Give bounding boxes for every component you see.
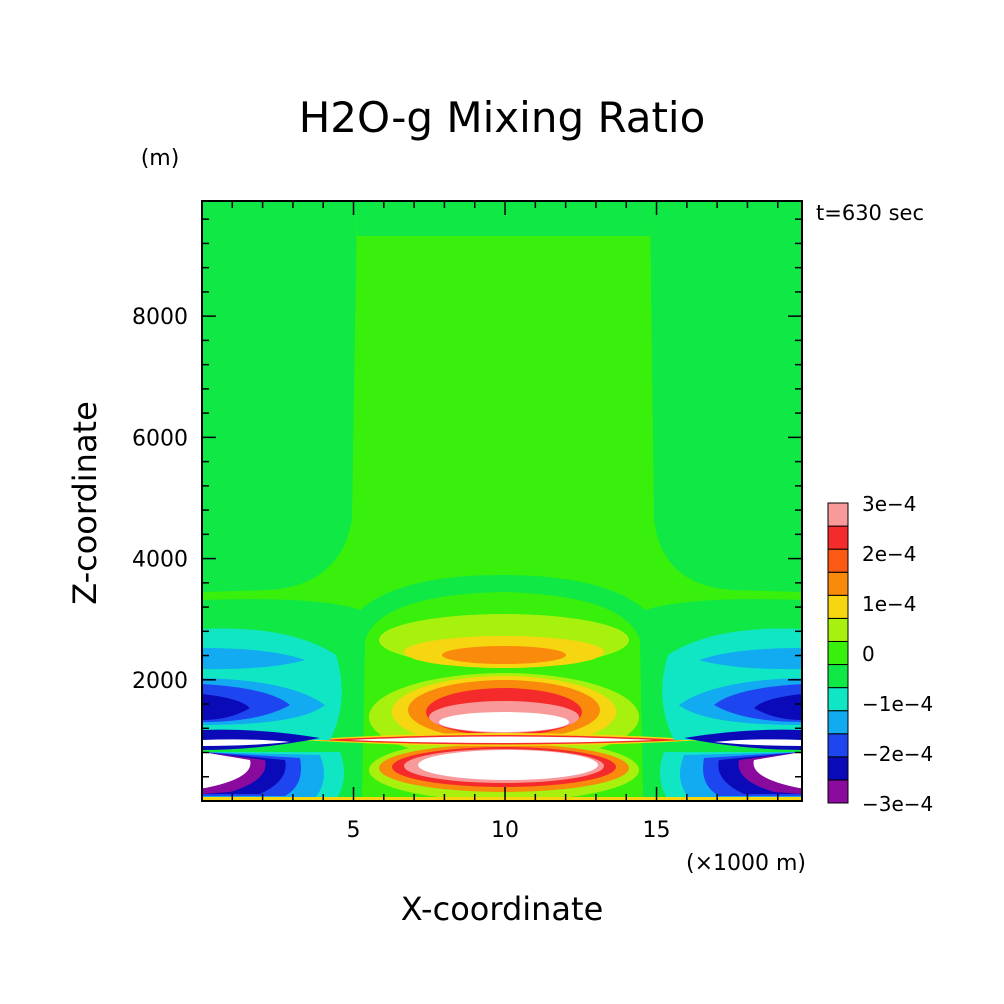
colorbar-swatch [827,502,849,527]
colorbar-swatch [827,594,849,619]
x-tick-label: 10 [491,818,519,843]
colorbar-swatch [827,640,849,666]
contour-right-2 [699,648,802,670]
colorbar-swatch [827,664,849,689]
contour-center-10 [439,712,569,732]
contour-right-7 [714,739,802,746]
colorbar-label: 0 [862,642,875,666]
colorbar-label: −3e−4 [862,792,933,816]
x-tick-label: 5 [347,818,361,843]
contour-center-15 [418,750,598,780]
contour-left-13 [202,752,251,788]
contour-right-13 [753,752,802,788]
y-unit-label: (m) [141,146,180,171]
colorbar-swatch [827,617,849,642]
contour-center-4 [442,646,566,664]
colorbar-swatch [827,733,849,758]
time-label: t=630 sec [816,201,924,225]
contour-left-2 [202,648,305,670]
colorbar-label: −2e−4 [862,742,933,766]
x-axis-label: X-coordinate [401,890,604,928]
contour-left-7 [202,739,290,746]
colorbar-labels: 3e−4 2e−4 1e−4 0 −1e−4 −2e−4 −3e−4 [862,492,933,816]
x-unit-label: (×1000 m) [686,851,806,876]
y-tick-label: 6000 [132,426,188,451]
colorbar-label: −1e−4 [862,692,933,716]
colorbar-label: 1e−4 [862,592,917,616]
chart-title: H2O-g Mixing Ratio [299,93,706,142]
contour-right-5 [754,694,802,720]
colorbar [827,502,849,804]
colorbar-label: 3e−4 [862,492,917,516]
contour-left-5 [202,694,250,720]
y-axis-label: Z-coordinate [66,401,104,605]
y-tick-label: 2000 [132,669,188,694]
axis-ticks [202,201,802,801]
colorbar-swatch [827,779,849,804]
colorbar-swatch [827,571,849,596]
y-tick-label: 8000 [132,305,188,330]
plot-frame [201,200,803,802]
contour-center-column [357,201,650,236]
colorbar-swatch [827,687,849,712]
y-tick-label: 4000 [132,548,188,573]
x-tick-label: 15 [643,818,671,843]
colorbar-swatch [827,525,849,550]
contour-upper-left [202,201,357,592]
contour-band-3 [350,736,654,743]
colorbar-swatch [827,710,849,735]
contour-bottom-edge [202,797,802,801]
colorbar-label: 2e−4 [862,542,917,566]
colorbar-swatch [827,548,849,573]
contour-field [202,201,802,801]
axis-tick-labels: 5 10 15 2000 4000 6000 8000 [132,305,671,843]
contour-upper-right [650,201,802,592]
colorbar-swatch [827,756,849,781]
